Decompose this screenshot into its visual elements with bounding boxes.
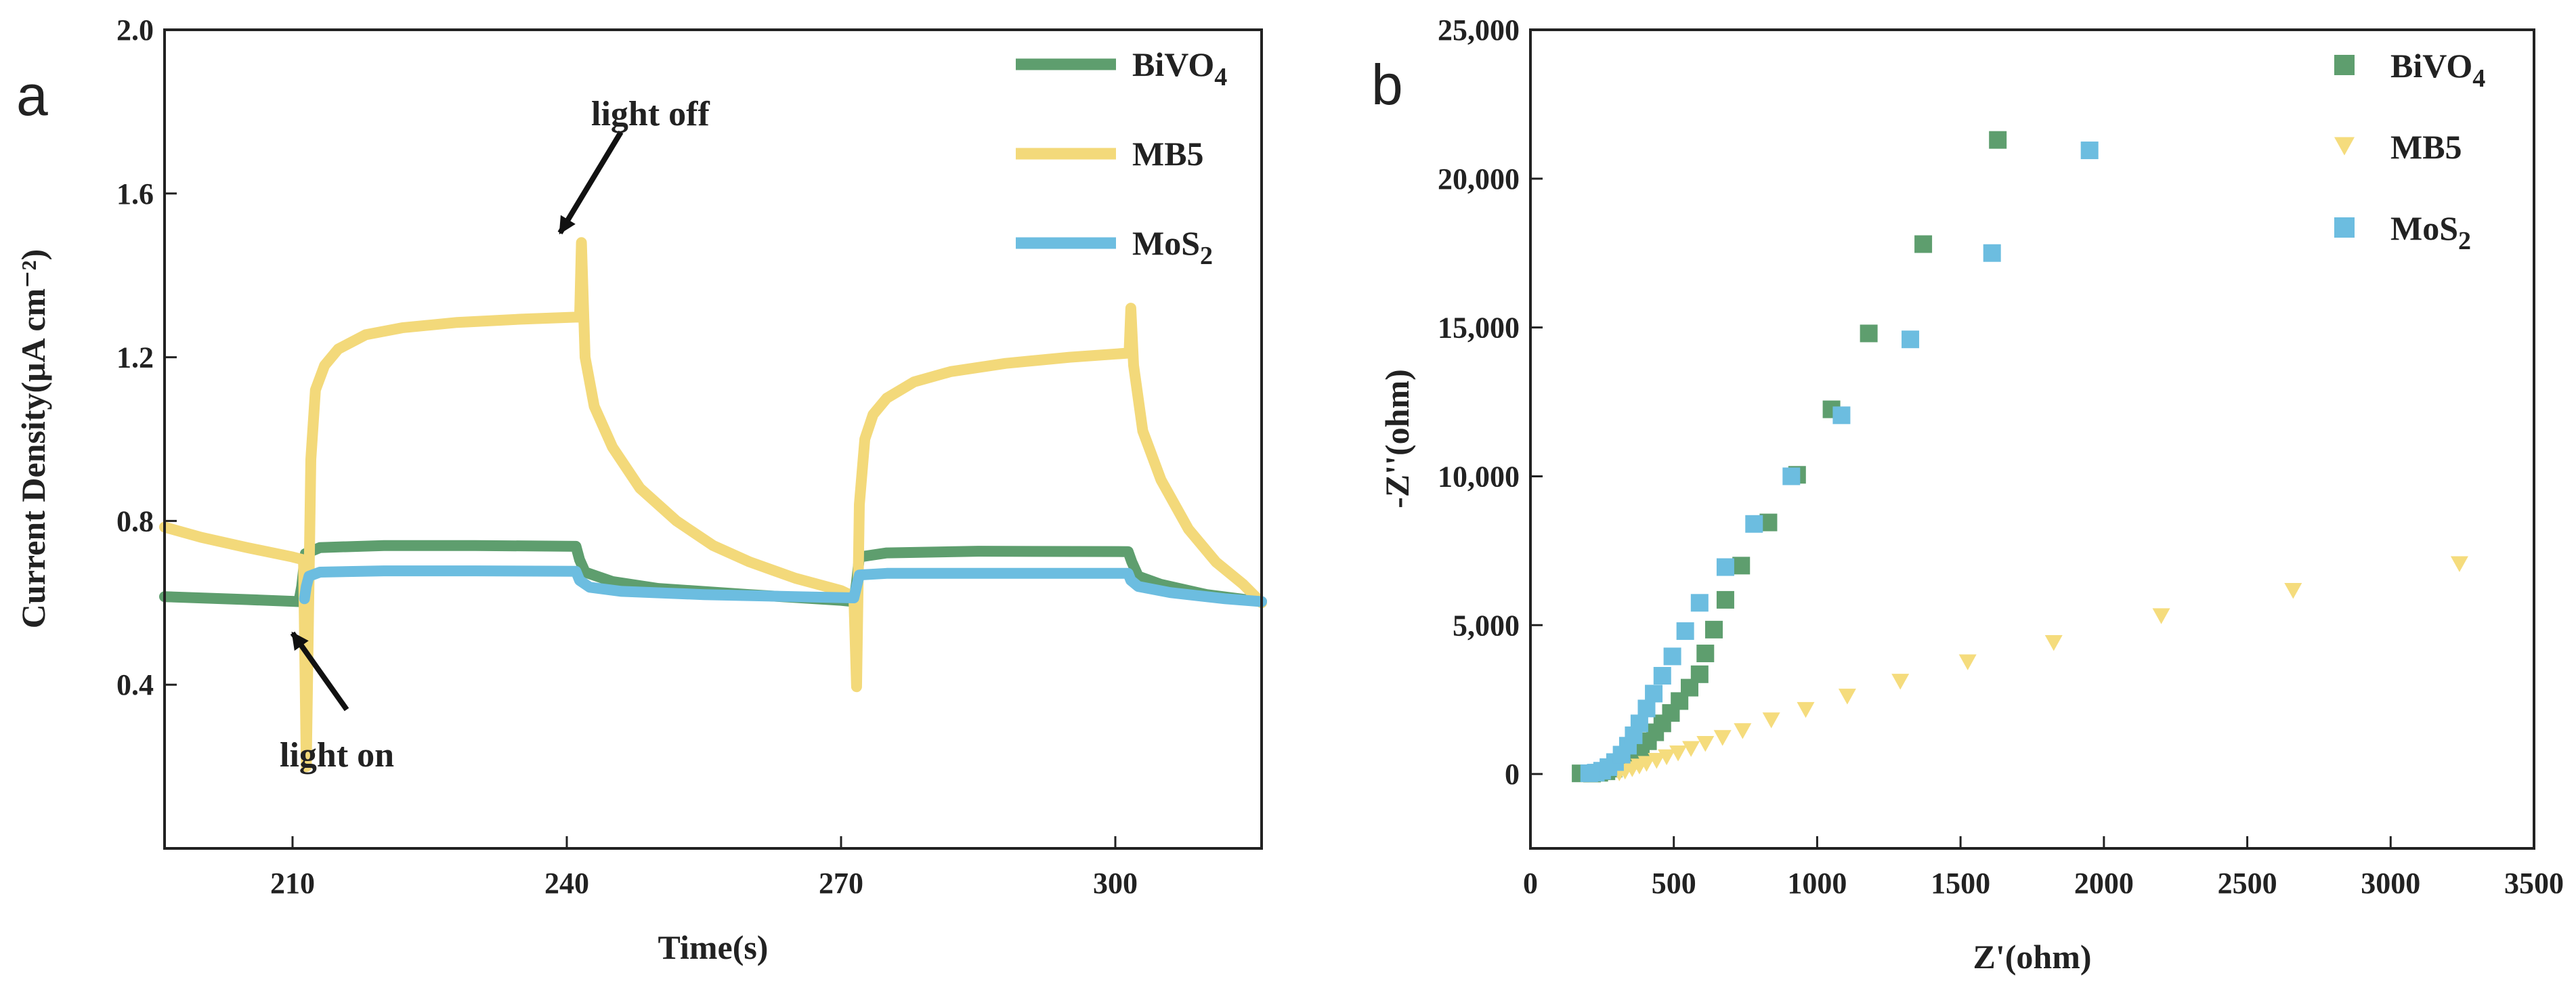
chart-a-y-tick-label: 0.4 (116, 668, 154, 701)
data-point-mos2 (1832, 406, 1851, 425)
series-line-mos2 (299, 565, 1267, 607)
data-point-mb5 (1797, 701, 1815, 718)
data-point-bivo4 (1732, 557, 1751, 575)
data-point-mb5 (1958, 654, 1977, 670)
legend-marker-mb5 (2334, 137, 2355, 156)
data-point-bivo4 (1989, 131, 2007, 149)
legend-label-mos2: MoS2 (1132, 224, 1213, 270)
data-point-mos2 (1690, 594, 1709, 612)
data-point-mb5 (2152, 608, 2170, 624)
chart-a-y-tick-label: 1.2 (116, 341, 154, 374)
data-point-bivo4 (1914, 235, 1933, 253)
chart-b: 0 500 1000 1500 2000 2500 3000 3500 0 5,000 10,000… (1371, 14, 2564, 976)
data-point-mb5 (1734, 723, 1752, 739)
chart-b-y-tick-label: 10,000 (1438, 460, 1520, 493)
data-point-mos2 (1902, 330, 1920, 349)
chart-b-y-tick-label: 20,000 (1438, 163, 1520, 196)
data-point-mb5 (1669, 745, 1688, 762)
light-on-arrow (290, 631, 349, 712)
data-point-mos2 (1637, 699, 1656, 718)
data-point-bivo4 (1696, 645, 1715, 663)
legend-marker-mos2 (2334, 217, 2355, 238)
data-point-bivo4 (1704, 620, 1723, 638)
data-point-mb5 (1891, 674, 1910, 690)
data-point-mb5 (1838, 689, 1856, 705)
series-mb5 (1610, 556, 2468, 781)
chart-b-y-tick-label: 25,000 (1438, 14, 1520, 47)
chart-a-y-tick-label: 1.6 (116, 177, 154, 211)
chart-b-x-tick-label: 3000 (2361, 867, 2420, 900)
light-off-label: light off (591, 95, 710, 133)
chart-b-y-tick-label: 0 (1505, 758, 1520, 791)
data-point-mos2 (1983, 244, 2001, 262)
data-point-mb5 (1658, 749, 1676, 766)
chart-b-x-axis-label: Z'(ohm) (1973, 938, 2092, 976)
data-point-mb5 (1637, 756, 1656, 772)
data-point-mb5 (1648, 753, 1666, 769)
light-off-arrow (557, 130, 624, 235)
legend-label-mb5: MB5 (1132, 135, 1204, 173)
chart-b-frame (1529, 28, 2535, 850)
legend-label-mos2: MoS2 (2390, 209, 2471, 255)
chart-b-x-tick-label: 0 (1523, 867, 1538, 900)
chart-b-legend: BiVO4 MB5 MoS2 (2334, 47, 2485, 255)
legend-label-bivo4: BiVO4 (1132, 45, 1227, 91)
series-mos2 (1580, 142, 2099, 782)
data-point-mos2 (1782, 467, 1801, 485)
data-point-bivo4 (1716, 590, 1734, 609)
legend-marker-bivo4 (2334, 55, 2355, 75)
chart-b-x-tick-label: 1500 (1931, 867, 1990, 900)
legend-label-bivo4: BiVO4 (2390, 47, 2485, 93)
data-point-bivo4 (1690, 665, 1709, 683)
data-point-mb5 (1762, 712, 1780, 729)
data-point-mos2 (2080, 142, 2099, 160)
panel-b-label: b (1371, 53, 1403, 116)
chart-b-x-tick-label: 1000 (1787, 867, 1847, 900)
data-point-mos2 (1645, 685, 1663, 703)
series-bivo4 (1572, 131, 2007, 783)
chart-a-x-tick-label: 240 (544, 867, 589, 900)
chart-b-y-tick-label: 5,000 (1453, 609, 1520, 642)
data-point-mb5 (2450, 556, 2468, 572)
data-point-mb5 (2284, 583, 2302, 599)
data-point-mos2 (1653, 667, 1671, 685)
chart-a-x-tick-label: 270 (819, 867, 863, 900)
light-on-label: light on (280, 736, 394, 775)
chart-a-y-axis-label: Current Density(μA cm⁻²) (14, 249, 52, 628)
chart-b-x-tick-label: 500 (1652, 867, 1696, 900)
data-point-mos2 (1663, 647, 1681, 666)
series-line-mb5 (159, 237, 1267, 773)
chart-a-y-tick-label: 2.0 (116, 14, 154, 47)
data-point-bivo4 (1860, 324, 1878, 343)
chart-a-frame (163, 28, 1263, 850)
data-point-mos2 (1745, 515, 1763, 533)
chart-a-legend: BiVO4 MB5 MoS2 (1016, 45, 1227, 270)
data-point-mos2 (1630, 714, 1648, 733)
data-point-mb5 (1696, 735, 1715, 752)
chart-a-y-tick-label: 0.8 (116, 504, 154, 538)
data-point-mb5 (2044, 634, 2063, 651)
data-point-mb5 (1682, 741, 1700, 757)
data-point-mb5 (1713, 730, 1732, 746)
chart-a-x-axis-label: Time(s) (658, 928, 769, 966)
chart-b-x-tick-label: 3500 (2504, 867, 2564, 900)
panel-a-label: a (16, 64, 48, 127)
legend-label-mb5: MB5 (2390, 128, 2462, 166)
chart-b-x-tick-label: 2000 (2074, 867, 2134, 900)
chart-a-x-tick-label: 300 (1093, 867, 1138, 900)
chart-a: 210 240 270 300 0.4 0.8 1.2 1.6 2.0 a Time(s) Cu… (14, 14, 1267, 966)
data-point-mos2 (1676, 622, 1694, 641)
chart-b-y-axis-label: -Z''(ohm) (1378, 369, 1416, 508)
chart-b-x-tick-label: 2500 (2218, 867, 2277, 900)
data-point-mos2 (1716, 558, 1734, 576)
chart-b-y-tick-label: 15,000 (1438, 311, 1520, 345)
chart-a-x-tick-label: 210 (270, 867, 315, 900)
